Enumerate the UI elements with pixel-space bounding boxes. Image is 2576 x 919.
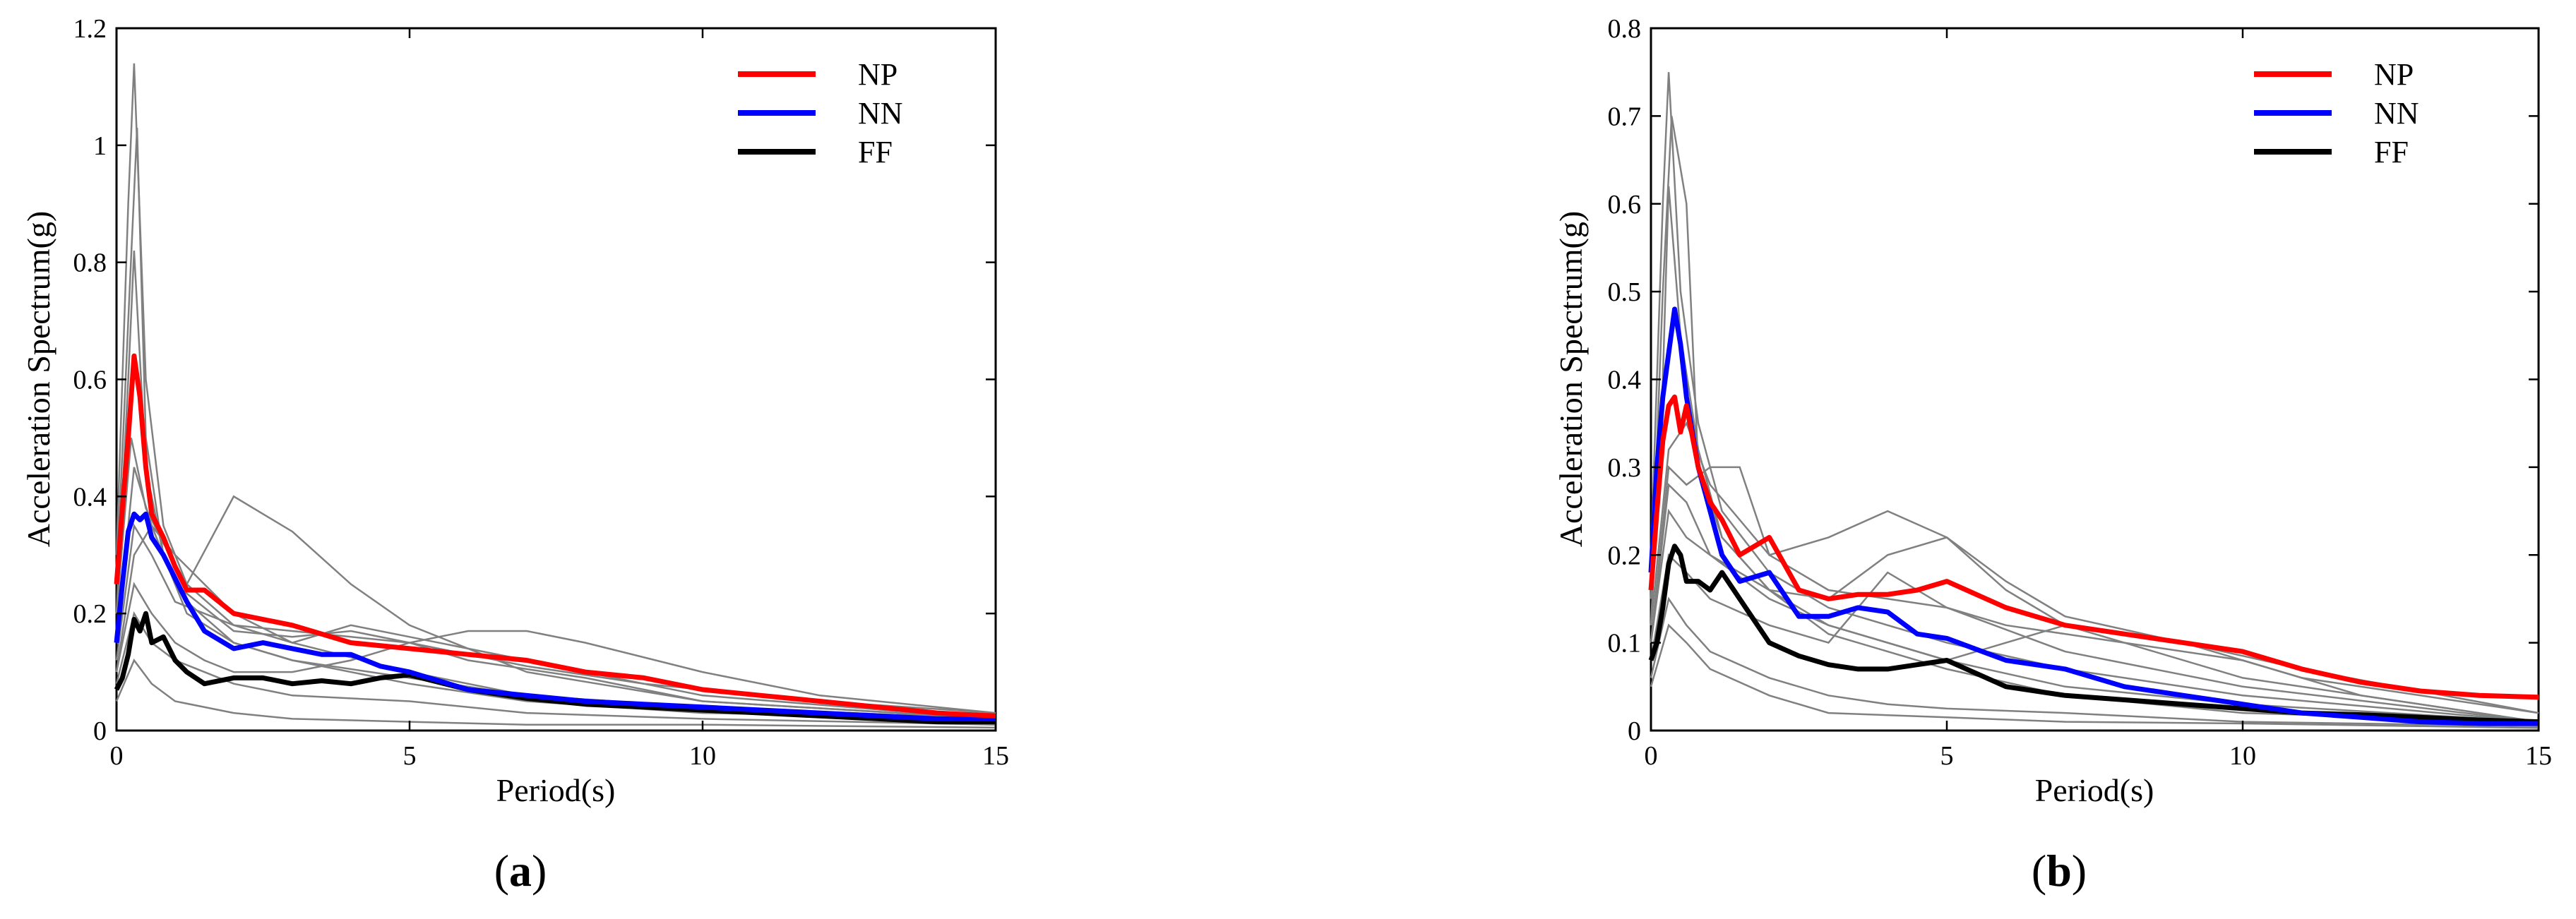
panel-a-xtick-label-1: 5: [403, 741, 417, 771]
panel-b-xtick-label-2: 10: [2229, 741, 2256, 771]
panel-a-frame: [115, 27, 997, 732]
panel-b-ytick-label-6: 0.6: [1608, 190, 1642, 220]
panel-a-series-ff: [114, 611, 996, 725]
panel-b-ticks: 0 5 10 15 0 0.1 0.2 0.3 0.4 0.5 0.6 0.7 0.8: [1608, 14, 2553, 771]
panel-a-ytick-label-0: 0: [93, 716, 107, 746]
panel-b-xtick-label-1: 5: [1940, 741, 1954, 771]
panel-b-series: [1648, 306, 2539, 726]
panel-b-record-line-7: [1650, 623, 2539, 729]
panel-a-caption: (a): [494, 846, 547, 896]
panel-a-xlabel: Period(s): [496, 772, 616, 808]
panel-a-ytick-label-4: 0.8: [73, 248, 107, 278]
legend-nn-label-b: NN: [2374, 96, 2419, 131]
panel-b-series-np: [1648, 394, 2539, 700]
panel-b-ytick-label-4: 0.4: [1608, 366, 1642, 395]
panel-a-xtick-label-3: 15: [982, 741, 1009, 771]
panel-b-ytick-label-7: 0.7: [1608, 102, 1642, 131]
panel-b-record-line-10: [1650, 553, 2539, 723]
panel-b-record-line-3: [1650, 186, 2539, 723]
panel-a-ytick-label-2: 0.4: [73, 482, 107, 512]
legend-ff-label-a: FF: [858, 135, 893, 169]
panel-a-ylabel: Acceleration Spectrum(g): [20, 211, 56, 547]
panel-b-frame: [1650, 27, 2540, 732]
panel-a-record-line-5: [115, 582, 996, 714]
legend-np-label-b: NP: [2374, 57, 2414, 92]
panel-a-series-np: [114, 353, 996, 719]
panel-b-ytick-label-3: 0.3: [1608, 453, 1642, 483]
panel-a-record-line-8: [115, 659, 996, 729]
panel-b-ylabel: Acceleration Spectrum(g): [1553, 211, 1589, 547]
panel-b-record-line-1: [1650, 72, 2539, 723]
panel-b-legend: NP NN FF: [2254, 57, 2419, 169]
panel-b: 0 5 10 15 0 0.1 0.2 0.3 0.4 0.5 0.6 0.7 0.8 NP NN FF…: [1553, 14, 2552, 896]
panel-b-xtick-label-3: 15: [2525, 741, 2552, 771]
panel-a-ytick-label-3: 0.6: [73, 366, 107, 395]
panel-b-xtick-label-0: 0: [1645, 741, 1658, 771]
panel-a-series-nn: [114, 511, 996, 721]
legend-nn-label-a: NN: [858, 96, 903, 131]
panel-b-series-nn: [1648, 306, 2539, 726]
panel-a-ytick-label-1: 0.2: [73, 599, 107, 629]
panel-a-xtick-label-2: 10: [689, 741, 716, 771]
panel-a-ytick-label-6: 1.2: [73, 14, 107, 44]
panel-b-ytick-label-8: 0.8: [1608, 14, 1642, 44]
panel-a-xtick-label-0: 0: [110, 741, 124, 771]
panel-a-record-line-10: [115, 523, 996, 720]
panel-b-caption: (b): [2032, 846, 2087, 896]
panel-b-xlabel: Period(s): [2035, 772, 2154, 808]
panel-a-series: [114, 353, 996, 725]
panel-b-ytick-label-1: 0.1: [1608, 629, 1642, 659]
panel-a-ytick-label-5: 1: [93, 131, 107, 161]
panel-b-record-line-6: [1650, 596, 2539, 728]
panel-b-ytick-label-5: 0.5: [1608, 277, 1642, 307]
panel-a: 0 5 10 15 0 0.2 0.4 0.6 0.8 1 1.2 NP NN FF Period(…: [20, 14, 1009, 896]
panel-b-ytick-label-2: 0.2: [1608, 541, 1642, 570]
legend-np-label-a: NP: [858, 57, 898, 92]
panel-a-ticks: 0 5 10 15 0 0.2 0.4 0.6 0.8 1 1.2: [73, 14, 1010, 771]
panel-a-record-line-6: [115, 523, 996, 714]
legend-ff-label-b: FF: [2374, 135, 2409, 169]
panel-a-legend: NP NN FF: [738, 57, 903, 169]
panel-b-ytick-label-0: 0: [1628, 716, 1641, 746]
panel-a-record-line-3: [115, 251, 996, 720]
panel-b-record-line-9: [1650, 483, 2539, 723]
